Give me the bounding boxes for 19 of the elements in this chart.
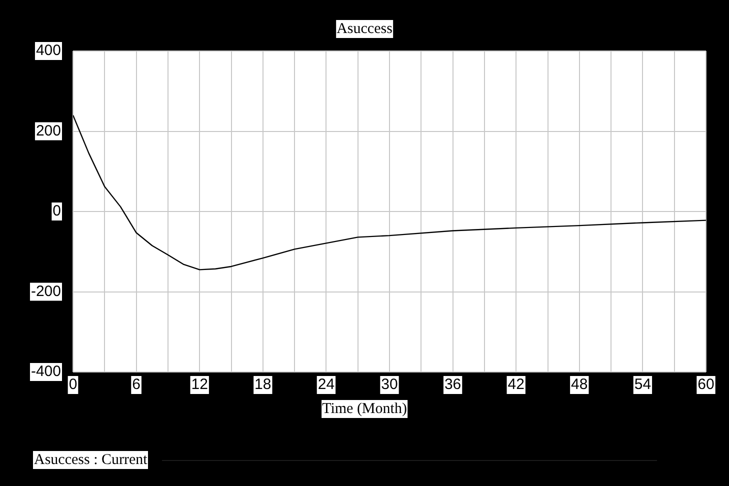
- y-tick-label: -200: [30, 282, 61, 300]
- y-tick-label: 400: [36, 42, 61, 60]
- x-tick-label: 6: [132, 376, 140, 394]
- x-axis-title: Time (Month): [321, 400, 408, 418]
- chart-title: Asuccess: [336, 20, 394, 38]
- x-tick-label: 24: [318, 376, 335, 394]
- x-tick-label: 48: [571, 376, 588, 394]
- text: Asuccess : Current: [33, 451, 148, 469]
- x-tick-label: 12: [191, 376, 208, 394]
- x-tick-label: 60: [698, 376, 714, 394]
- x-tick-label: 42: [508, 376, 524, 394]
- y-tick-label: 0: [52, 202, 61, 220]
- x-tick-label: 18: [254, 376, 272, 394]
- y-tick-label: -400: [30, 363, 61, 380]
- x-tick-label: 54: [634, 376, 652, 394]
- x-tick-label: 36: [444, 376, 462, 394]
- x-tick-label: 0: [68, 376, 78, 394]
- y-tick-label: 200: [36, 122, 61, 140]
- x-tick-label: 30: [381, 376, 398, 394]
